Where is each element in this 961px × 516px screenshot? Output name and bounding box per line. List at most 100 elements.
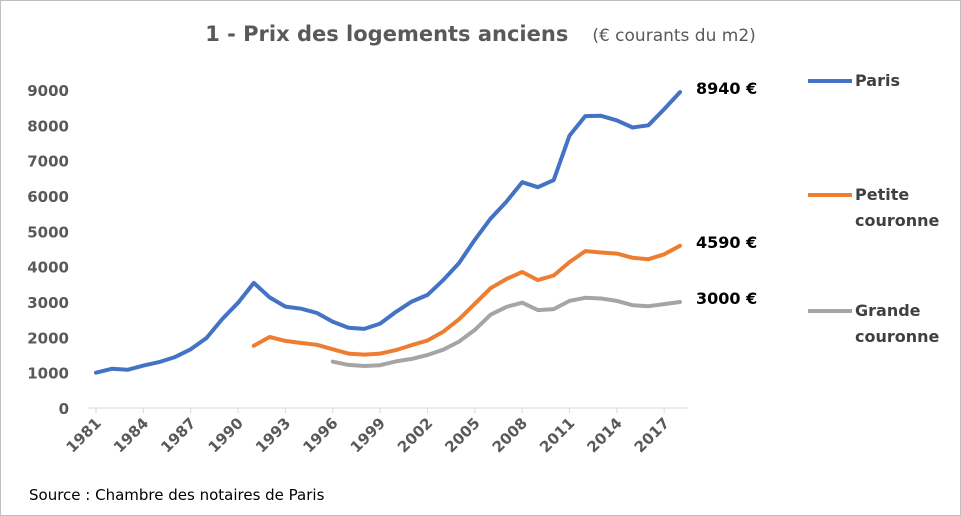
data-point-paris xyxy=(584,114,587,118)
data-point-grande-couronne xyxy=(552,307,555,311)
data-point-petite-couronne xyxy=(615,252,619,255)
chart-title: 1 - Prix des logements anciens xyxy=(205,22,569,46)
data-point-paris xyxy=(442,278,445,282)
chart-subtitle: (€ courants du m2) xyxy=(592,26,756,46)
data-point-paris xyxy=(94,371,98,374)
data-point-paris xyxy=(410,300,413,303)
source-note: Source : Chambre des notaires de Paris xyxy=(29,486,325,504)
data-point-grande-couronne xyxy=(442,348,445,351)
series-line-paris xyxy=(94,90,682,375)
data-point-paris xyxy=(678,90,682,94)
data-point-paris xyxy=(252,281,256,285)
legend-label: Grande couronne xyxy=(855,300,939,348)
end-label-petite-couronne: 4590 € xyxy=(696,233,757,252)
data-point-paris xyxy=(126,368,129,372)
data-point-petite-couronne xyxy=(536,278,540,282)
y-tick-label: 2000 xyxy=(27,329,69,347)
x-tick-label: 1987 xyxy=(157,414,199,456)
chart-title-block: 1 - Prix des logements anciens (€ courant… xyxy=(0,22,961,46)
data-point-petite-couronne xyxy=(457,318,461,321)
series-line-petite-couronne xyxy=(251,243,682,357)
x-tick-label: 1984 xyxy=(110,414,152,456)
x-tick-label: 2005 xyxy=(441,414,483,456)
data-point-petite-couronne xyxy=(663,253,666,256)
legend-label-line: couronne xyxy=(855,211,940,230)
data-point-paris xyxy=(173,355,177,359)
data-point-paris xyxy=(315,311,319,315)
x-tick-label: 1996 xyxy=(299,414,341,456)
data-point-paris xyxy=(205,336,208,340)
data-point-petite-couronne xyxy=(252,344,256,348)
data-point-grande-couronne xyxy=(536,308,540,312)
data-point-petite-couronne xyxy=(552,274,555,277)
legend-label: Paris xyxy=(855,70,900,92)
data-point-grande-couronne xyxy=(678,300,682,304)
y-tick-label: 3000 xyxy=(27,294,69,312)
data-point-grande-couronne xyxy=(615,299,619,303)
data-point-paris xyxy=(189,348,192,351)
legend-label-line: Paris xyxy=(855,71,900,90)
data-point-paris xyxy=(157,360,161,364)
data-point-paris xyxy=(378,322,382,325)
data-point-grande-couronne xyxy=(647,305,650,308)
data-point-grande-couronne xyxy=(347,363,350,367)
legend-label-line: Petite xyxy=(855,185,910,204)
data-point-grande-couronne xyxy=(331,360,334,363)
end-label-paris: 8940 € xyxy=(696,79,757,98)
data-point-grande-couronne xyxy=(363,364,366,368)
data-point-petite-couronne xyxy=(363,353,366,356)
data-point-petite-couronne xyxy=(442,330,445,333)
x-tick-label: 2002 xyxy=(394,414,436,456)
data-point-paris xyxy=(599,114,603,117)
x-tick-label: 1993 xyxy=(252,414,294,456)
legend-swatch xyxy=(808,79,852,83)
data-point-petite-couronne xyxy=(331,348,334,351)
data-point-petite-couronne xyxy=(378,352,382,355)
y-tick-label: 1000 xyxy=(27,365,69,383)
data-point-grande-couronne xyxy=(394,360,398,363)
x-tick-label: 2017 xyxy=(631,414,673,456)
data-point-paris xyxy=(647,124,650,127)
y-tick-label: 7000 xyxy=(27,153,69,171)
legend-swatch xyxy=(808,309,852,313)
data-point-petite-couronne xyxy=(584,249,587,253)
data-point-petite-couronne xyxy=(473,302,477,305)
data-point-paris xyxy=(568,134,571,137)
data-point-paris xyxy=(236,301,240,304)
data-point-grande-couronne xyxy=(584,296,587,299)
data-point-petite-couronne xyxy=(505,277,508,281)
data-point-petite-couronne xyxy=(347,352,350,355)
data-point-paris xyxy=(284,305,287,308)
legend-label: Petite couronne xyxy=(855,184,939,232)
data-point-petite-couronne xyxy=(568,260,571,264)
data-point-paris xyxy=(489,217,492,220)
data-point-grande-couronne xyxy=(473,328,477,332)
y-tick-label: 0 xyxy=(59,400,69,418)
data-point-paris xyxy=(520,181,524,184)
x-tick-label: 2011 xyxy=(536,414,578,456)
data-point-petite-couronne xyxy=(315,343,319,346)
data-point-paris xyxy=(663,107,666,111)
y-tick-label: 8000 xyxy=(27,117,69,135)
data-point-paris xyxy=(363,327,366,331)
data-point-paris xyxy=(110,367,113,370)
data-point-grande-couronne xyxy=(410,357,413,361)
data-point-paris xyxy=(615,119,619,122)
data-point-paris xyxy=(331,320,334,323)
data-point-paris xyxy=(552,178,555,182)
data-point-paris xyxy=(426,293,429,297)
data-point-grande-couronne xyxy=(663,302,666,306)
data-point-petite-couronne xyxy=(631,256,634,260)
data-point-petite-couronne xyxy=(647,258,650,261)
end-label-grande-couronne: 3000 € xyxy=(696,289,757,308)
data-point-grande-couronne xyxy=(520,301,524,304)
x-tick-label: 2014 xyxy=(583,414,625,456)
x-tick-label: 2008 xyxy=(489,414,531,456)
data-point-paris xyxy=(347,326,350,329)
data-point-grande-couronne xyxy=(426,353,429,357)
data-point-petite-couronne xyxy=(284,339,287,343)
data-point-grande-couronne xyxy=(631,303,634,307)
data-point-paris xyxy=(221,317,224,321)
